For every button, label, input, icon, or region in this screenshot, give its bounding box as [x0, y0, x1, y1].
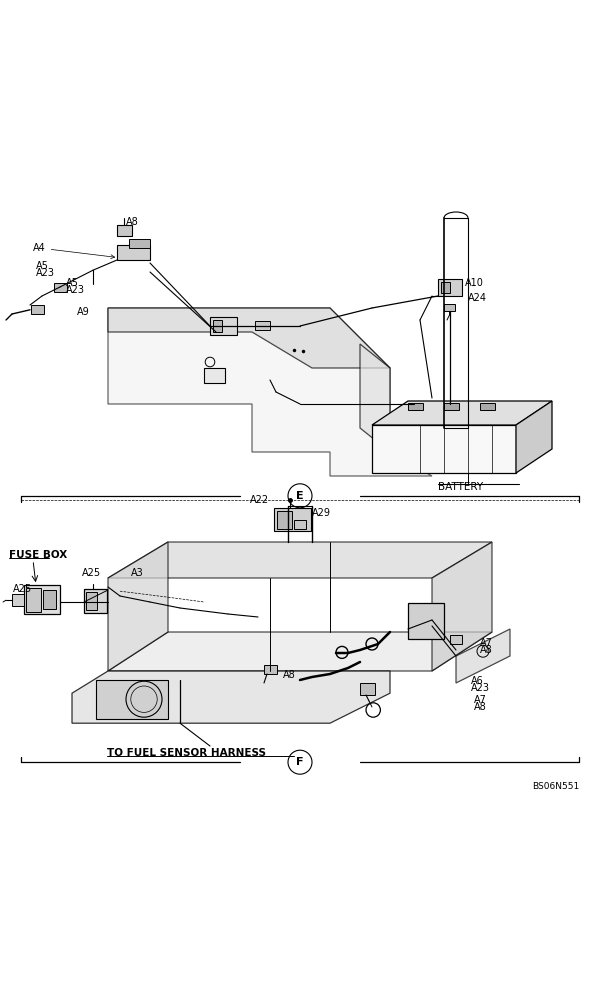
Text: A25: A25	[82, 568, 101, 578]
Text: A5: A5	[66, 278, 79, 288]
Text: FUSE BOX: FUSE BOX	[9, 550, 67, 560]
Text: A8: A8	[480, 645, 493, 655]
Bar	[444, 403, 459, 410]
Polygon shape	[108, 308, 390, 368]
Polygon shape	[372, 401, 552, 425]
Bar	[360, 683, 375, 695]
Text: A24: A24	[468, 293, 487, 303]
Bar	[408, 403, 423, 410]
Text: BS06N551: BS06N551	[532, 782, 579, 791]
Bar	[480, 403, 495, 410]
Bar	[450, 635, 462, 644]
Bar	[43, 590, 56, 609]
Text: A25: A25	[13, 584, 32, 594]
Bar	[84, 589, 107, 613]
Text: A4: A4	[33, 243, 115, 259]
Bar	[204, 368, 225, 383]
Text: A10: A10	[465, 278, 484, 288]
Bar	[444, 304, 455, 311]
Bar	[264, 665, 277, 674]
Text: E: E	[296, 491, 304, 501]
Bar	[12, 594, 24, 606]
Text: A9: A9	[77, 307, 89, 317]
Bar	[96, 680, 168, 719]
Polygon shape	[108, 542, 168, 671]
Bar	[277, 511, 292, 529]
Bar	[213, 320, 222, 332]
Bar	[117, 225, 132, 236]
Bar	[31, 305, 44, 314]
Text: A5: A5	[36, 261, 49, 271]
Polygon shape	[432, 542, 492, 671]
Text: A6: A6	[471, 676, 484, 686]
Text: BATTERY: BATTERY	[438, 482, 483, 492]
Text: A22: A22	[250, 495, 269, 505]
Text: A23: A23	[66, 285, 85, 295]
Bar	[86, 592, 97, 610]
Polygon shape	[456, 629, 510, 683]
Polygon shape	[72, 671, 390, 723]
Text: A8: A8	[126, 217, 139, 227]
Bar	[54, 283, 67, 292]
Text: A3: A3	[131, 568, 143, 578]
Text: A23: A23	[471, 683, 490, 693]
Bar	[441, 282, 450, 293]
Polygon shape	[516, 401, 552, 473]
Bar	[438, 279, 462, 296]
Bar	[129, 239, 150, 248]
Text: A7: A7	[474, 695, 487, 705]
Polygon shape	[108, 632, 492, 671]
Bar	[255, 321, 270, 330]
Polygon shape	[108, 542, 492, 578]
Bar	[408, 603, 444, 639]
Polygon shape	[360, 344, 390, 452]
Bar	[210, 317, 237, 335]
Text: A8: A8	[474, 702, 487, 712]
Bar	[24, 585, 60, 614]
Text: A8: A8	[283, 670, 296, 680]
Bar	[26, 588, 41, 612]
Bar	[274, 508, 311, 531]
Text: F: F	[296, 757, 304, 767]
Text: A7: A7	[480, 638, 493, 648]
Polygon shape	[372, 425, 516, 473]
Polygon shape	[108, 308, 432, 476]
Text: A23: A23	[36, 268, 55, 278]
Text: TO FUEL SENSOR HARNESS: TO FUEL SENSOR HARNESS	[107, 748, 266, 758]
Text: A29: A29	[312, 508, 331, 518]
Bar	[294, 520, 306, 529]
Bar	[117, 245, 150, 260]
